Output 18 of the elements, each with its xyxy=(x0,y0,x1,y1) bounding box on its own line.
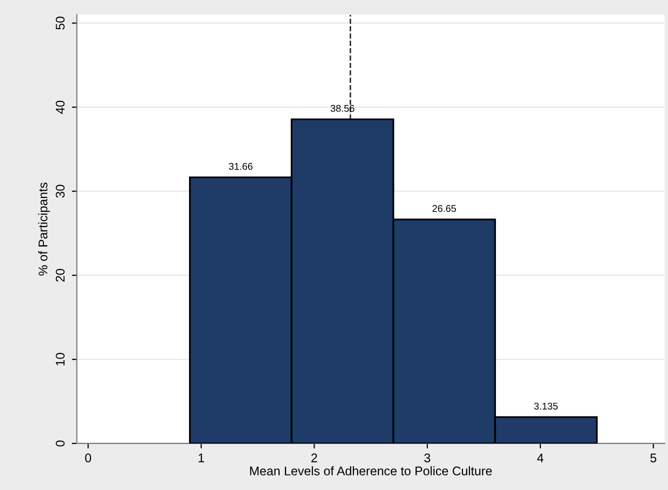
x-tick-label: 5 xyxy=(650,454,656,462)
data-label: 38.56 xyxy=(330,104,354,112)
x-tick-label: 4 xyxy=(537,454,544,462)
x-axis-title: Mean Levels of Adherence to Police Culture xyxy=(250,466,492,476)
y-tick-label: 0 xyxy=(56,440,65,446)
x-tick-label: 0 xyxy=(85,454,92,462)
data-label: 26.65 xyxy=(432,205,456,212)
y-tick-label: 50 xyxy=(56,16,65,30)
y-tick-label: 30 xyxy=(56,184,65,198)
data-label: 31.66 xyxy=(228,162,252,170)
x-tick-label: 1 xyxy=(198,454,204,462)
data-label: 3.135 xyxy=(534,402,558,410)
x-tick-label: 2 xyxy=(311,454,318,462)
x-tick-label: 3 xyxy=(424,454,430,462)
y-axis-title: % of Participants xyxy=(38,182,50,276)
y-tick-label: 10 xyxy=(56,352,65,366)
y-tick-label: 40 xyxy=(56,100,65,114)
y-tick-label: 20 xyxy=(56,268,65,282)
